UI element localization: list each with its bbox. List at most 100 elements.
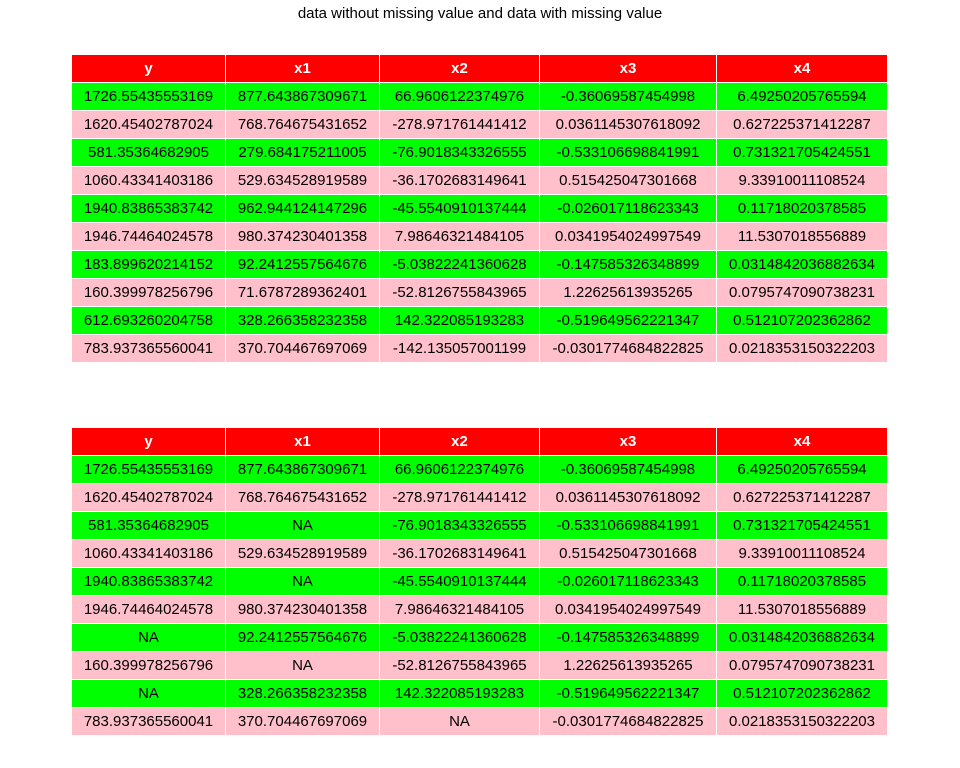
table-cell-x1: 279.684175211005 — [226, 139, 379, 166]
table-cell-x3: 0.0341954024997549 — [540, 596, 716, 623]
table-cell-x1: 529.634528919589 — [226, 540, 379, 567]
table-cell-y: 183.899620214152 — [72, 251, 225, 278]
table-cell-x3: 0.515425047301668 — [540, 167, 716, 194]
table-cell-y: 783.937365560041 — [72, 335, 225, 362]
table-cell-x2: 66.9606122374976 — [380, 83, 539, 110]
table-row: 1940.83865383742 NA -45.5540910137444 -0.02… — [72, 568, 887, 595]
table-cell-x1: 768.764675431652 — [226, 111, 379, 138]
table-cell-x2: 66.9606122374976 — [380, 456, 539, 483]
table-cell-x4: 9.33910011108524 — [717, 540, 887, 567]
table-cell-x1: NA — [226, 512, 379, 539]
data-table-with-missing: y x1 x2 x3 x4 1726.55435553169 877.6438673096… — [71, 427, 888, 736]
page-title: data without missing value and data with… — [297, 5, 663, 22]
table-cell-x1: 71.6787289362401 — [226, 279, 379, 306]
table-row: 581.35364682905 NA -76.9018343326555 -0.533… — [72, 512, 887, 539]
table-cell-x2: -278.971761441412 — [380, 484, 539, 511]
table-cell-x2: 142.322085193283 — [380, 680, 539, 707]
table-cell-x1: 328.266358232358 — [226, 307, 379, 334]
table-cell-x4: 0.11718020378585 — [717, 568, 887, 595]
table-cell-y: 581.35364682905 — [72, 139, 225, 166]
table-cell-x1: NA — [226, 652, 379, 679]
table-cell-y: NA — [72, 680, 225, 707]
table-cell-x1: 529.634528919589 — [226, 167, 379, 194]
table-cell-x2: -76.9018343326555 — [380, 512, 539, 539]
table-header-row: y x1 x2 x3 x4 — [72, 428, 887, 455]
table-cell-x2: -5.03822241360628 — [380, 624, 539, 651]
table-cell-x2: NA — [380, 708, 539, 735]
table-cell-x4: 0.0218353150322203 — [717, 335, 887, 362]
table-row: 783.937365560041 370.704467697069 -142.135… — [72, 335, 887, 362]
table-cell-x2: -45.5540910137444 — [380, 195, 539, 222]
table-row: 1620.45402787024 768.764675431652 -278.971… — [72, 111, 887, 138]
table-row: NA 328.266358232358 142.322085193283 -0.519… — [72, 680, 887, 707]
table-cell-x3: 1.22625613935265 — [540, 652, 716, 679]
table-cell-y: NA — [72, 624, 225, 651]
table-cell-x2: -36.1702683149641 — [380, 167, 539, 194]
table-row: 783.937365560041 370.704467697069 NA -0.030… — [72, 708, 887, 735]
table-cell-x3: -0.519649562221347 — [540, 307, 716, 334]
table-cell-x4: 0.731321705424551 — [717, 139, 887, 166]
table-cell-x4: 0.0314842036882634 — [717, 624, 887, 651]
table-cell-x2: 142.322085193283 — [380, 307, 539, 334]
table-cell-x2: -52.8126755843965 — [380, 652, 539, 679]
table-cell-y: 1940.83865383742 — [72, 568, 225, 595]
table-cell-y: 1940.83865383742 — [72, 195, 225, 222]
table-cell-x2: 7.98646321484105 — [380, 596, 539, 623]
table-cell-x3: -0.0301774684822825 — [540, 708, 716, 735]
table-cell-x4: 0.0218353150322203 — [717, 708, 887, 735]
table-cell-y: 1060.43341403186 — [72, 540, 225, 567]
table-cell-x1: 980.374230401358 — [226, 223, 379, 250]
table-cell-x1: 877.643867309671 — [226, 83, 379, 110]
table-cell-x4: 0.627225371412287 — [717, 484, 887, 511]
table-cell-x2: -142.135057001199 — [380, 335, 539, 362]
table-cell-y: 1946.74464024578 — [72, 223, 225, 250]
table-cell-x1: 328.266358232358 — [226, 680, 379, 707]
table-row: 1946.74464024578 980.374230401358 7.986463… — [72, 223, 887, 250]
table-cell-x3: -0.36069587454998 — [540, 456, 716, 483]
table-cell-x3: 0.0361145307618092 — [540, 111, 716, 138]
table-cell-x4: 0.11718020378585 — [717, 195, 887, 222]
table-header-row: y x1 x2 x3 x4 — [72, 55, 887, 82]
data-table-without-missing: y x1 x2 x3 x4 1726.55435553169 877.6438673096… — [71, 54, 888, 363]
table-cell-x1: 370.704467697069 — [226, 708, 379, 735]
column-header-x4: x4 — [717, 55, 887, 82]
column-header-x3: x3 — [540, 428, 716, 455]
column-header-x3: x3 — [540, 55, 716, 82]
table-cell-x2: -76.9018343326555 — [380, 139, 539, 166]
table-cell-x3: -0.36069587454998 — [540, 83, 716, 110]
table-row: 1946.74464024578 980.374230401358 7.986463… — [72, 596, 887, 623]
table-cell-x2: 7.98646321484105 — [380, 223, 539, 250]
table-body: 1726.55435553169 877.643867309671 66.96061… — [72, 456, 887, 735]
table-cell-y: 1726.55435553169 — [72, 83, 225, 110]
column-header-x4: x4 — [717, 428, 887, 455]
table-cell-x3: 0.0341954024997549 — [540, 223, 716, 250]
table-cell-x3: 0.515425047301668 — [540, 540, 716, 567]
table-cell-x4: 11.5307018556889 — [717, 223, 887, 250]
table-cell-x4: 0.0795747090738231 — [717, 652, 887, 679]
column-header-x2: x2 — [380, 55, 539, 82]
table-cell-x1: 962.944124147296 — [226, 195, 379, 222]
table-cell-x4: 6.49250205765594 — [717, 83, 887, 110]
table-cell-y: 1060.43341403186 — [72, 167, 225, 194]
table-cell-y: 1946.74464024578 — [72, 596, 225, 623]
table-cell-x3: -0.026017118623343 — [540, 568, 716, 595]
table-cell-y: 612.693260204758 — [72, 307, 225, 334]
table-cell-y: 1726.55435553169 — [72, 456, 225, 483]
table-row: 160.399978256796 71.6787289362401 -52.8126… — [72, 279, 887, 306]
table-cell-x3: -0.533106698841991 — [540, 139, 716, 166]
column-header-y: y — [72, 55, 225, 82]
table-cell-x4: 0.731321705424551 — [717, 512, 887, 539]
table-cell-y: 1620.45402787024 — [72, 111, 225, 138]
table-cell-y: 160.399978256796 — [72, 652, 225, 679]
table-cell-x4: 9.33910011108524 — [717, 167, 887, 194]
table-cell-x1: 370.704467697069 — [226, 335, 379, 362]
table-cell-x3: -0.533106698841991 — [540, 512, 716, 539]
table-cell-y: 581.35364682905 — [72, 512, 225, 539]
table-cell-x2: -278.971761441412 — [380, 111, 539, 138]
column-header-x1: x1 — [226, 55, 379, 82]
table-cell-y: 160.399978256796 — [72, 279, 225, 306]
column-header-y: y — [72, 428, 225, 455]
table-cell-x3: 1.22625613935265 — [540, 279, 716, 306]
table-cell-x1: NA — [226, 568, 379, 595]
table-cell-x1: 877.643867309671 — [226, 456, 379, 483]
